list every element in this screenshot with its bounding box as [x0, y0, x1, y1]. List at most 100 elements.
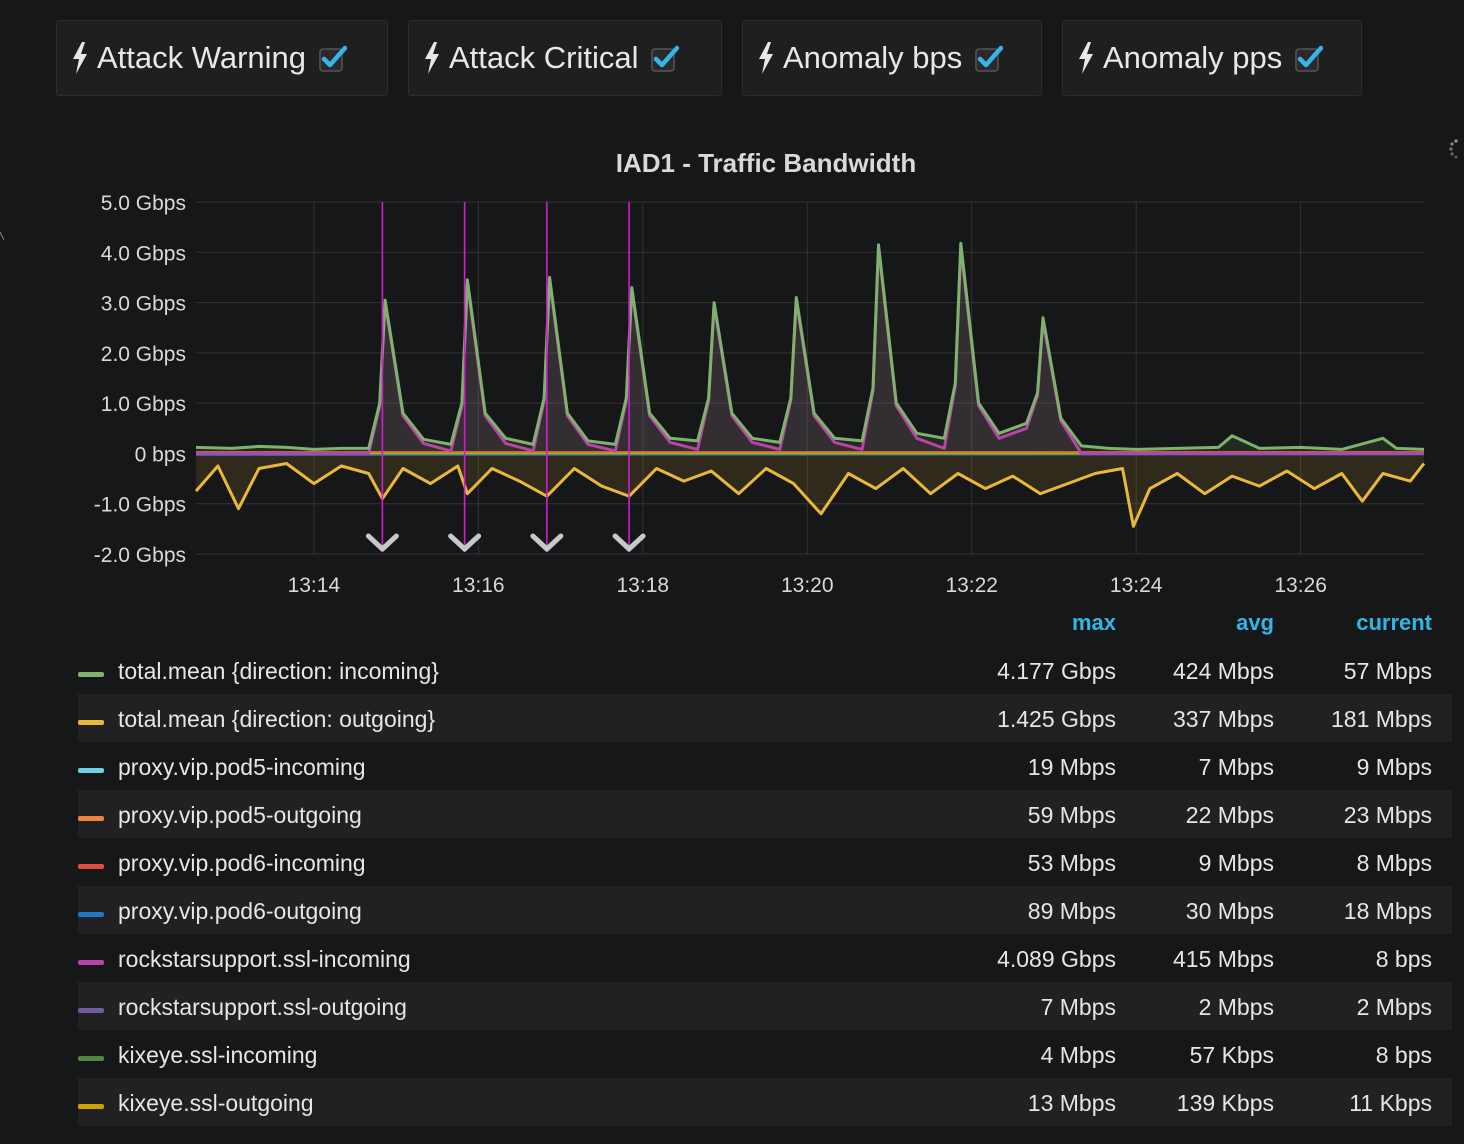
y-tick-label: -2.0 Gbps [94, 544, 186, 567]
toggle-label: Anomaly bps [783, 40, 963, 75]
series-area [196, 453, 1424, 527]
annotation-marker-icon [365, 533, 399, 552]
series-max: 59 Mbps [1027, 802, 1116, 828]
legend-table: max avg current total.mean {direction: i… [78, 604, 1452, 1126]
series-color-swatch[interactable] [78, 672, 104, 677]
series-color-swatch[interactable] [78, 1008, 104, 1013]
legend-header: max avg current [78, 604, 1452, 646]
series-area [196, 247, 1424, 454]
series-max: 89 Mbps [1027, 898, 1116, 924]
series-avg: 57 Kbps [1189, 1042, 1274, 1068]
legend-row[interactable]: proxy.vip.pod6-incoming 53 Mbps 9 Mbps 8 Mb… [78, 838, 1452, 886]
series-area [196, 243, 1424, 454]
toggle-attack-critical[interactable]: Attack Critical [408, 20, 722, 96]
series-name[interactable]: proxy.vip.pod6-outgoing [118, 898, 362, 924]
panel-edge-tick-icon [0, 232, 4, 240]
x-tick-label: 13:16 [452, 574, 505, 597]
series-avg: 337 Mbps [1172, 706, 1274, 732]
y-tick-label: 4.0 Gbps [101, 242, 186, 265]
series-name[interactable]: total.mean {direction: incoming} [118, 658, 439, 684]
y-tick-label: 0 bps [135, 443, 186, 466]
series-current: 8 bps [1375, 1042, 1432, 1068]
series-current: 2 Mbps [1356, 994, 1432, 1020]
legend-row[interactable]: kixeye.ssl-incoming 4 Mbps 57 Kbps 8 bps [78, 1030, 1452, 1078]
x-tick-label: 13:26 [1274, 574, 1327, 597]
traffic-bandwidth-chart: IAD1 - Traffic Bandwidth 5.0 Gbps 4.0 Gbp… [94, 148, 1426, 597]
annotations [365, 202, 646, 552]
bolt-icon [73, 42, 87, 74]
toggle-attack-warning[interactable]: Attack Warning [56, 20, 388, 96]
legend-rows: total.mean {direction: incoming} 4.177 Gb… [78, 646, 1452, 1126]
x-tick-label: 13:14 [288, 574, 341, 597]
series-current: 23 Mbps [1343, 802, 1432, 828]
toggle-label: Anomaly pps [1103, 40, 1283, 75]
series-color-swatch[interactable] [78, 816, 104, 821]
series-current: 181 Mbps [1330, 706, 1432, 732]
series-color-swatch[interactable] [78, 1056, 104, 1061]
legend-row[interactable]: total.mean {direction: incoming} 4.177 Gb… [78, 646, 1452, 694]
series-current: 57 Mbps [1343, 658, 1432, 684]
series-avg: 2 Mbps [1198, 994, 1274, 1020]
series-color-swatch[interactable] [78, 864, 104, 869]
series-current: 8 bps [1375, 946, 1432, 972]
checkbox-checked-icon[interactable] [318, 43, 348, 73]
series-name[interactable]: proxy.vip.pod5-incoming [118, 754, 366, 780]
legend-row[interactable]: proxy.vip.pod5-outgoing 59 Mbps 22 Mbps 23 … [78, 790, 1452, 838]
series-current: 18 Mbps [1343, 898, 1432, 924]
x-tick-label: 13:20 [781, 574, 834, 597]
series-line [194, 462, 1426, 528]
x-tick-label: 13:24 [1110, 574, 1163, 597]
series-max: 1.425 Gbps [997, 706, 1116, 732]
series-max: 4.177 Gbps [997, 658, 1116, 684]
checkbox-checked-icon[interactable] [1294, 43, 1324, 73]
series-name[interactable]: kixeye.ssl-outgoing [118, 1090, 314, 1116]
series-color-swatch[interactable] [78, 960, 104, 965]
series-color-swatch[interactable] [78, 720, 104, 725]
annotation-marker-icon [448, 533, 482, 552]
checkbox-checked-icon[interactable] [974, 43, 1004, 73]
legend-row[interactable]: proxy.vip.pod6-outgoing 89 Mbps 30 Mbps 18 … [78, 886, 1452, 934]
series-name[interactable]: total.mean {direction: outgoing} [118, 706, 436, 732]
legend-row[interactable]: rockstarsupport.ssl-incoming 4.089 Gbps 41… [78, 934, 1452, 982]
legend-row[interactable]: rockstarsupport.ssl-outgoing 7 Mbps 2 Mbps… [78, 982, 1452, 1030]
y-tick-label: 2.0 Gbps [101, 343, 186, 366]
bolt-icon [1079, 42, 1093, 74]
series-fills [196, 243, 1424, 527]
series-color-swatch[interactable] [78, 768, 104, 773]
series-avg: 139 Kbps [1176, 1090, 1274, 1116]
legend-header-max[interactable]: max [1071, 610, 1116, 635]
toggle-anomaly-bps[interactable]: Anomaly bps [742, 20, 1042, 96]
series-color-swatch[interactable] [78, 912, 104, 917]
y-tick-label: 1.0 Gbps [101, 393, 186, 416]
chart-title: IAD1 - Traffic Bandwidth [616, 148, 916, 178]
series-avg: 30 Mbps [1185, 898, 1274, 924]
legend-header-current[interactable]: current [1356, 610, 1432, 635]
loading-spinner-icon [1449, 139, 1458, 159]
series-avg: 415 Mbps [1172, 946, 1274, 972]
checkbox-checked-icon[interactable] [650, 43, 680, 73]
axes: 5.0 Gbps 4.0 Gbps 3.0 Gbps 2.0 Gbps 1.0 Gbps… [94, 192, 1327, 597]
legend-row[interactable]: kixeye.ssl-outgoing 13 Mbps 139 Kbps 11 Kbp… [78, 1078, 1452, 1126]
y-tick-label: -1.0 Gbps [94, 494, 186, 517]
series-color-swatch[interactable] [78, 1104, 104, 1109]
annotation-toggles: Attack Warning Attack Critical Anomaly b… [0, 0, 1464, 110]
series-name[interactable]: kixeye.ssl-incoming [118, 1042, 318, 1068]
series-lines [194, 241, 1426, 528]
legend-row[interactable]: proxy.vip.pod5-incoming 19 Mbps 7 Mbps 9 Mb… [78, 742, 1452, 790]
toggle-label: Attack Warning [97, 40, 307, 75]
bolt-icon [759, 42, 773, 74]
series-max: 53 Mbps [1027, 850, 1116, 876]
toggle-anomaly-pps[interactable]: Anomaly pps [1062, 20, 1362, 96]
series-name[interactable]: rockstarsupport.ssl-outgoing [118, 994, 407, 1020]
legend-row[interactable]: total.mean {direction: outgoing} 1.425 Gb… [78, 694, 1452, 742]
series-name[interactable]: rockstarsupport.ssl-incoming [118, 946, 411, 972]
series-line [195, 241, 1425, 451]
legend-header-avg[interactable]: avg [1236, 610, 1274, 635]
annotation-marker-icon [530, 533, 564, 552]
series-avg: 7 Mbps [1198, 754, 1274, 780]
series-max: 4.089 Gbps [997, 946, 1116, 972]
annotation-marker-icon [612, 533, 646, 552]
series-name[interactable]: proxy.vip.pod5-outgoing [118, 802, 362, 828]
x-tick-label: 13:22 [945, 574, 998, 597]
series-name[interactable]: proxy.vip.pod6-incoming [118, 850, 366, 876]
